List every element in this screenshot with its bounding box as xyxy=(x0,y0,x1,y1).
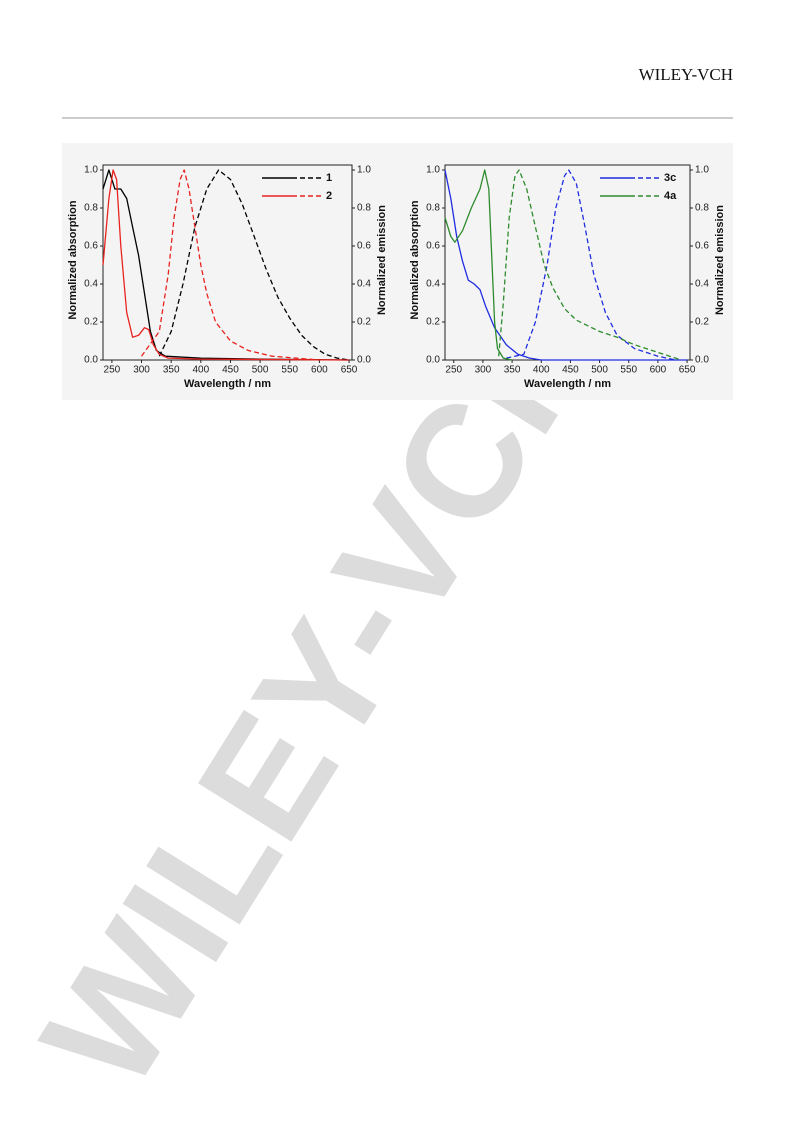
y2-tick-label: 0.2 xyxy=(357,317,371,328)
y-tick-label: 0.6 xyxy=(426,241,440,252)
emission-line xyxy=(140,169,320,361)
y-tick-label: 0.4 xyxy=(84,279,98,290)
y2-tick-label: 1.0 xyxy=(695,165,709,176)
x-tick-label: 500 xyxy=(591,365,608,376)
figure-panel xyxy=(62,143,733,400)
y-tick-label: 0.2 xyxy=(84,317,98,328)
y-tick-label: 0.0 xyxy=(426,355,440,366)
x-tick-label: 500 xyxy=(252,365,269,376)
y-tick-label: 1.0 xyxy=(426,165,440,176)
x-tick-label: 600 xyxy=(311,365,328,376)
y-axis-label: Normalized absorption xyxy=(409,200,421,319)
y-tick-label: 0.0 xyxy=(84,355,98,366)
y2-tick-label: 0.0 xyxy=(695,355,709,366)
x-tick-label: 300 xyxy=(475,365,492,376)
x-tick-label: 400 xyxy=(192,365,209,376)
y-tick-label: 0.6 xyxy=(84,241,98,252)
emission-line xyxy=(506,169,676,361)
absorption-line xyxy=(444,169,513,361)
x-tick-label: 650 xyxy=(341,365,358,376)
legend-label: 3c xyxy=(664,172,676,184)
y2-axis-label: Normalized emission xyxy=(376,205,388,315)
y-tick-label: 0.8 xyxy=(84,203,98,214)
x-tick-label: 300 xyxy=(133,365,150,376)
emission-line xyxy=(158,169,350,361)
y-tick-label: 0.2 xyxy=(426,317,440,328)
y2-tick-label: 0.8 xyxy=(695,203,709,214)
y-axis-label: Normalized absorption xyxy=(67,200,79,319)
x-tick-label: 550 xyxy=(281,365,298,376)
y2-tick-label: 0.8 xyxy=(357,203,371,214)
x-tick-label: 450 xyxy=(562,365,579,376)
y2-tick-label: 1.0 xyxy=(357,165,371,176)
y2-axis-label: Normalized emission xyxy=(714,205,726,315)
legend-label: 4a xyxy=(664,190,677,202)
x-tick-label: 550 xyxy=(620,365,637,376)
x-tick-label: 350 xyxy=(163,365,180,376)
y-tick-label: 0.4 xyxy=(426,279,440,290)
absorption-line xyxy=(102,169,350,361)
absorption-line xyxy=(444,169,688,361)
brand: WILEY-VCH xyxy=(639,65,733,84)
x-tick-label: 400 xyxy=(533,365,550,376)
legend-label: 2 xyxy=(326,190,332,202)
x-tick-label: 600 xyxy=(650,365,667,376)
emission-line xyxy=(498,169,682,361)
x-tick-label: 250 xyxy=(104,365,121,376)
x-tick-label: 450 xyxy=(222,365,239,376)
figure: 250 300 350 400 450 500 550 600 6500.00.20.40.60… xyxy=(67,164,726,390)
y2-tick-label: 0.6 xyxy=(357,241,371,252)
x-tick-label: 650 xyxy=(679,365,696,376)
legend-label: 1 xyxy=(326,172,332,184)
x-tick-label: 250 xyxy=(445,365,462,376)
y2-tick-label: 0.2 xyxy=(695,317,709,328)
y-tick-label: 0.8 xyxy=(426,203,440,214)
y-tick-label: 1.0 xyxy=(84,165,98,176)
y2-tick-label: 0.6 xyxy=(695,241,709,252)
x-axis-label: Wavelength / nm xyxy=(184,378,271,390)
absorption-line xyxy=(102,169,350,361)
x-tick-label: 350 xyxy=(504,365,521,376)
x-axis-label: Wavelength / nm xyxy=(524,378,611,390)
y2-tick-label: 0.0 xyxy=(357,355,371,366)
y2-tick-label: 0.4 xyxy=(357,279,371,290)
y2-tick-label: 0.4 xyxy=(695,279,709,290)
